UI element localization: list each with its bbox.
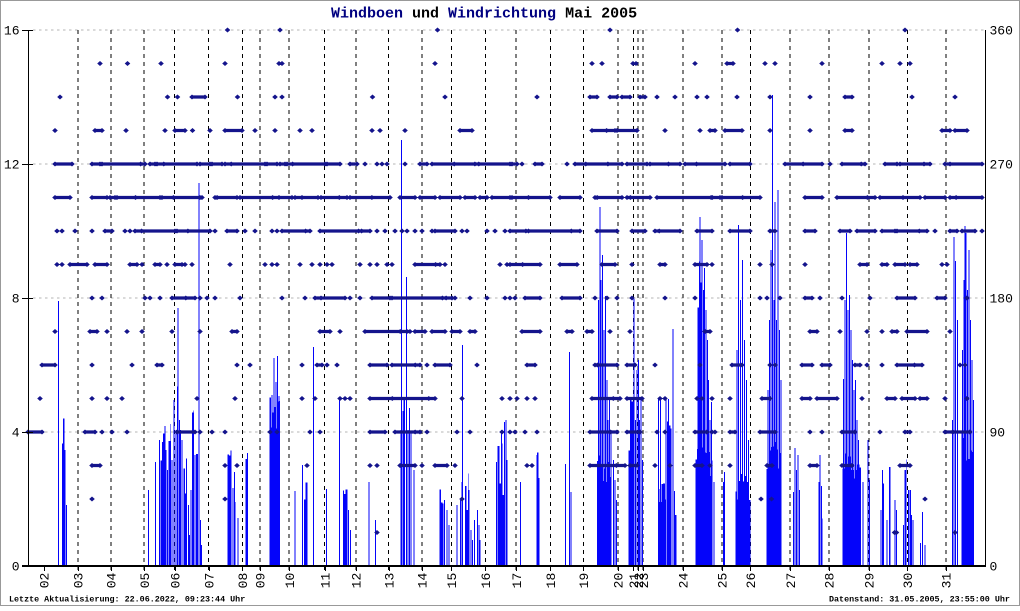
svg-text:18: 18	[544, 573, 559, 589]
svg-text:22: 22	[632, 573, 647, 589]
svg-text:12: 12	[4, 158, 20, 173]
svg-text:07: 07	[202, 573, 217, 589]
svg-text:30: 30	[901, 573, 916, 589]
svg-text:06: 06	[168, 573, 183, 589]
svg-text:180: 180	[990, 292, 1013, 307]
svg-text:10: 10	[283, 573, 298, 589]
svg-text:90: 90	[990, 426, 1006, 441]
svg-text:16: 16	[479, 573, 494, 589]
svg-text:11: 11	[318, 573, 333, 589]
svg-text:16: 16	[4, 24, 20, 39]
svg-text:24: 24	[677, 573, 692, 589]
svg-text:31: 31	[940, 573, 955, 589]
svg-text:21: 21	[627, 573, 642, 589]
svg-text:13: 13	[382, 573, 397, 589]
svg-text:Letzte Aktualisierung: 22.06.2: Letzte Aktualisierung: 22.06.2022, 09:23…	[9, 595, 245, 605]
svg-text:26: 26	[744, 573, 759, 589]
svg-text:12: 12	[350, 573, 365, 589]
svg-text:4: 4	[12, 426, 20, 441]
svg-text:0: 0	[990, 560, 998, 575]
svg-text:23: 23	[637, 573, 652, 589]
svg-text:08: 08	[236, 573, 251, 589]
svg-text:14: 14	[416, 573, 431, 589]
svg-text:20: 20	[612, 573, 627, 589]
svg-text:04: 04	[105, 573, 120, 589]
svg-text:05: 05	[138, 573, 153, 589]
svg-text:02: 02	[38, 573, 53, 589]
svg-text:25: 25	[716, 573, 731, 589]
svg-text:270: 270	[990, 158, 1013, 173]
svg-text:28: 28	[823, 573, 838, 589]
svg-text:17: 17	[510, 573, 525, 589]
svg-text:27: 27	[784, 573, 799, 589]
svg-text:03: 03	[72, 573, 87, 589]
svg-text:Windboen und Windrichtung Mai: Windboen und Windrichtung Mai 2005	[331, 6, 637, 23]
svg-text:29: 29	[863, 573, 878, 589]
svg-text:15: 15	[445, 573, 460, 589]
svg-text:8: 8	[12, 292, 20, 307]
svg-text:09: 09	[254, 573, 269, 589]
svg-text:19: 19	[577, 573, 592, 589]
svg-text:Datenstand: 31.05.2005, 23:55:: Datenstand: 31.05.2005, 23:55:00 Uhr	[829, 595, 1010, 605]
svg-text:0: 0	[12, 560, 20, 575]
svg-text:360: 360	[990, 24, 1013, 39]
